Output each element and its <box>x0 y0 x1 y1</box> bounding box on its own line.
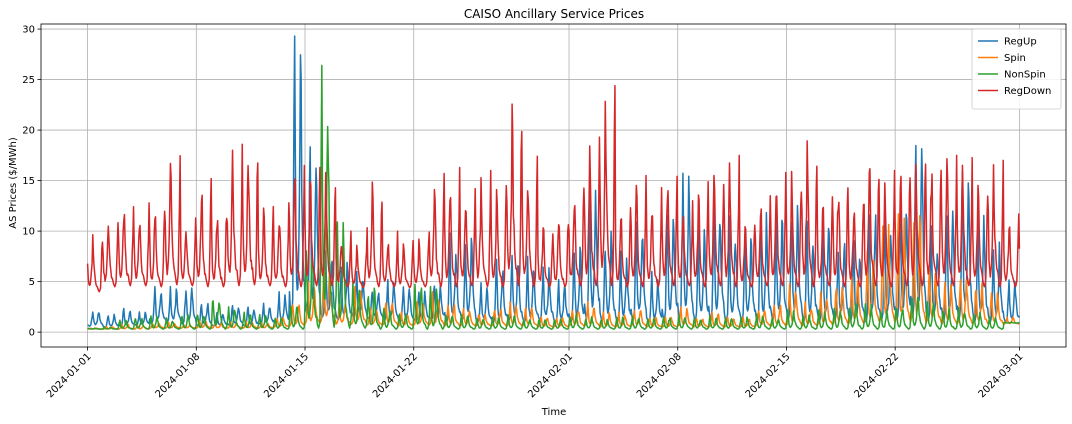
legend-box <box>971 28 1062 110</box>
series-line-regdown <box>86 84 1021 293</box>
legend-label: RegDown <box>1004 86 1051 97</box>
legend-label: RegUp <box>1004 37 1037 48</box>
y-tick-label: 20 <box>22 126 35 137</box>
series-line-nonspin <box>87 64 1021 330</box>
chart-title: CAISO Ancillary Service Prices <box>464 7 644 21</box>
y-tick-label: 10 <box>22 227 35 238</box>
legend: RegUp Spin NonSpin RegDown <box>971 28 1062 110</box>
legend-label: Spin <box>1004 53 1026 64</box>
y-tick-label: 5 <box>29 277 35 288</box>
y-tick-label: 25 <box>22 75 35 86</box>
y-axis-ticks: 0 5 10 15 20 25 30 <box>22 25 41 339</box>
legend-label: NonSpin <box>1004 70 1046 81</box>
y-tick-label: 15 <box>22 176 35 187</box>
y-tick-label: 0 <box>29 328 35 339</box>
series-lines <box>86 35 1021 330</box>
y-axis-label: AS Prices ($/MWh) <box>8 137 19 229</box>
y-tick-label: 30 <box>22 25 35 36</box>
plot-frame <box>40 23 1067 348</box>
x-axis-label: Time <box>541 407 566 418</box>
